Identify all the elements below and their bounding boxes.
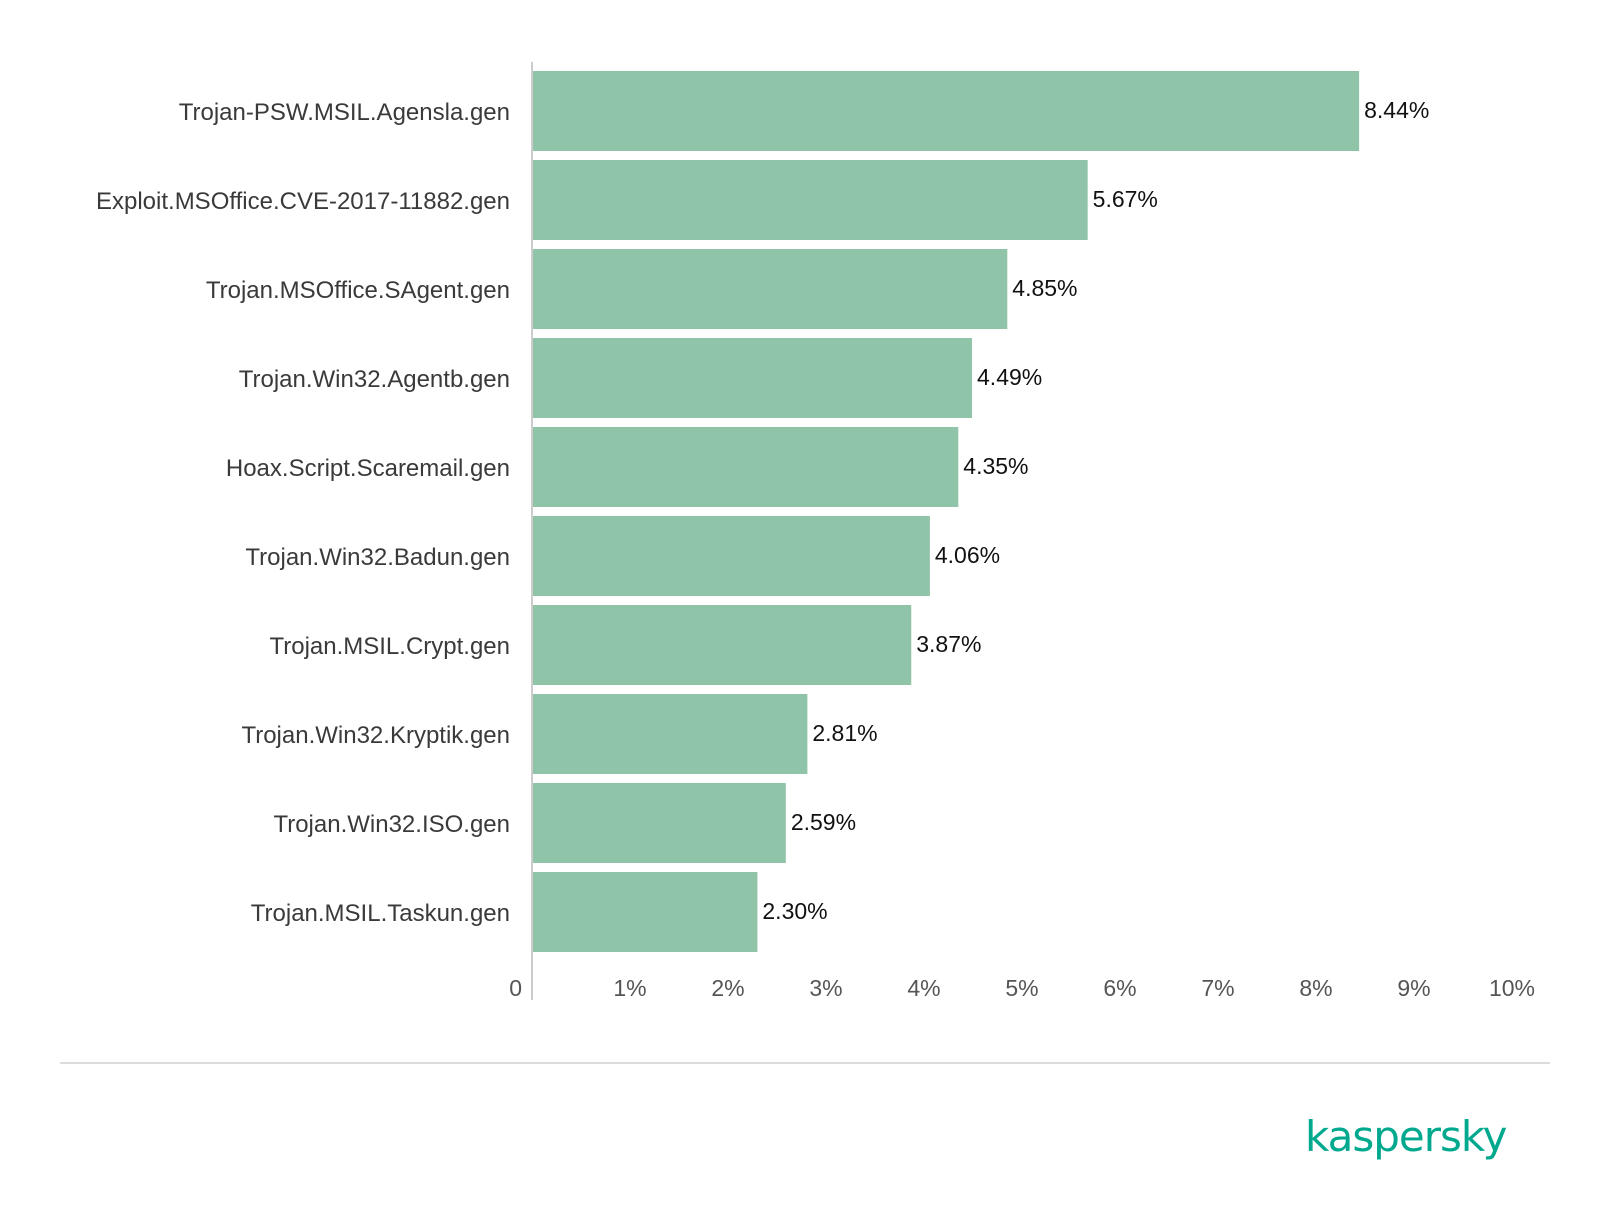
x-tick-label: 6% bbox=[1103, 975, 1136, 1001]
value-label: 2.59% bbox=[791, 809, 856, 835]
x-tick-label: 5% bbox=[1005, 975, 1038, 1001]
value-label: 2.30% bbox=[762, 898, 827, 924]
value-label: 5.67% bbox=[1093, 186, 1158, 212]
bar bbox=[533, 872, 758, 952]
bar bbox=[533, 71, 1360, 151]
value-label: 4.35% bbox=[963, 453, 1028, 479]
footer-divider bbox=[60, 1062, 1550, 1064]
value-label: 3.87% bbox=[916, 631, 981, 657]
x-tick-label: 1% bbox=[613, 975, 646, 1001]
category-label: Exploit.MSOffice.CVE-2017-11882.gen bbox=[96, 188, 510, 215]
x-tick-label: 0 bbox=[509, 975, 522, 1001]
category-label: Trojan.Win32.Badun.gen bbox=[245, 544, 510, 571]
value-label: 8.44% bbox=[1364, 97, 1429, 123]
x-tick-label: 10% bbox=[1489, 975, 1535, 1001]
category-label: Trojan.Win32.Agentb.gen bbox=[239, 366, 510, 393]
x-tick-label: 4% bbox=[907, 975, 940, 1001]
category-label: Trojan.Win32.Kryptik.gen bbox=[241, 722, 510, 749]
bar bbox=[533, 427, 959, 507]
x-tick-label: 3% bbox=[809, 975, 842, 1001]
category-labels: Trojan-PSW.MSIL.Agensla.gen Exploit.MSOff… bbox=[96, 99, 510, 927]
bars-group bbox=[533, 71, 1360, 952]
category-label: Trojan-PSW.MSIL.Agensla.gen bbox=[179, 99, 510, 126]
category-label: Trojan.Win32.ISO.gen bbox=[273, 811, 510, 838]
category-label: Hoax.Script.Scaremail.gen bbox=[226, 455, 510, 482]
bar bbox=[533, 783, 786, 863]
value-labels: 8.44% 5.67% 4.85% 4.49% 4.35% 4.06% 3.87% 2.81%… bbox=[762, 97, 1429, 924]
bar bbox=[533, 249, 1008, 329]
bar bbox=[533, 516, 930, 596]
x-tick-label: 2% bbox=[711, 975, 744, 1001]
x-tick-label: 8% bbox=[1299, 975, 1332, 1001]
x-axis-ticks: 0 1% 2% 3% 4% 5% 6% 7% 8% 9% 10% bbox=[509, 975, 1535, 1001]
value-label: 4.49% bbox=[977, 364, 1042, 390]
category-label: Trojan.MSIL.Crypt.gen bbox=[269, 633, 510, 660]
kaspersky-logo: kaspersky bbox=[1305, 1112, 1508, 1161]
value-label: 2.81% bbox=[812, 720, 877, 746]
value-label: 4.06% bbox=[935, 542, 1000, 568]
category-label: Trojan.MSOffice.SAgent.gen bbox=[206, 277, 510, 304]
bar bbox=[533, 694, 808, 774]
bar bbox=[533, 338, 973, 418]
category-label: Trojan.MSIL.Taskun.gen bbox=[251, 900, 510, 927]
x-tick-label: 9% bbox=[1397, 975, 1430, 1001]
x-tick-label: 7% bbox=[1201, 975, 1234, 1001]
bar bbox=[533, 605, 912, 685]
value-label: 4.85% bbox=[1012, 275, 1077, 301]
bar bbox=[533, 160, 1088, 240]
